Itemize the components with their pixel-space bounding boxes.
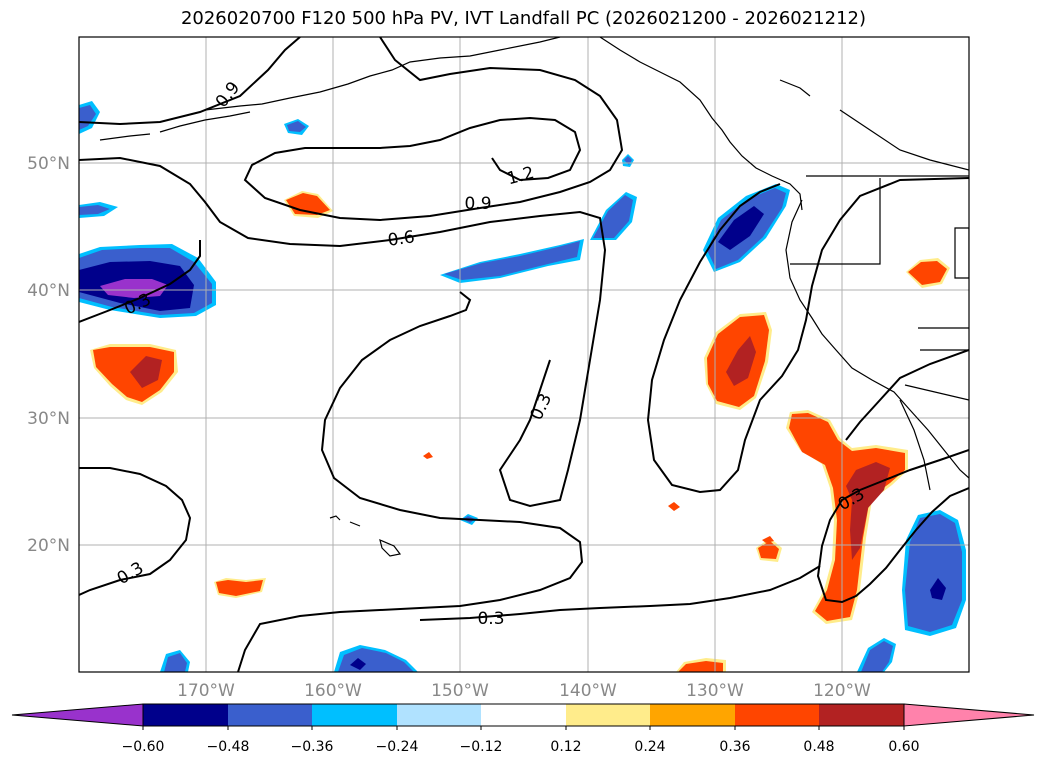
- colorbar-cell: [481, 704, 566, 726]
- colorbar-tick-label: −0.60: [122, 739, 165, 755]
- coastlines: [99, 37, 969, 557]
- contour-label: 0.9: [212, 78, 244, 112]
- colorbar-cell: [397, 704, 481, 726]
- colorbar-cell: [650, 704, 735, 726]
- colorbar-cell: [735, 704, 819, 726]
- colorbar-frame: [142, 703, 905, 727]
- colorbar: −0.60 −0.48 −0.36 −0.24 −0.12 0.12 0.24 …: [11, 703, 1035, 755]
- colorbar-cell: [819, 704, 904, 726]
- lat-label-50n: 50°N: [27, 154, 70, 174]
- contour-label: 0.9: [464, 194, 491, 214]
- pv-contours: [79, 37, 969, 672]
- colorbar-cell: [312, 704, 397, 726]
- colorbar-tick-label: −0.24: [376, 739, 419, 755]
- lon-label-140w: 140°W: [559, 681, 617, 701]
- negative-anomaly-shading: [79, 101, 966, 672]
- colorbar-tick-label: −0.36: [291, 739, 334, 755]
- colorbar-cell: [228, 704, 312, 726]
- colorbar-tick-label: 0.60: [888, 739, 919, 755]
- lon-label-170w: 170°W: [177, 681, 235, 701]
- colorbar-tick-label: 0.36: [719, 739, 750, 755]
- map-gridlines: [79, 37, 969, 672]
- latitude-labels: 20°N 30°N 40°N 50°N: [27, 154, 70, 556]
- colorbar-cells: [11, 703, 1035, 730]
- lon-label-120w: 120°W: [813, 681, 871, 701]
- colorbar-tick-label: −0.12: [460, 739, 503, 755]
- lat-label-20n: 20°N: [27, 536, 70, 556]
- colorbar-extend-low: [11, 703, 144, 727]
- map-frame: [78, 36, 970, 673]
- colorbar-ticks: −0.60 −0.48 −0.36 −0.24 −0.12 0.12 0.24 …: [122, 739, 920, 755]
- lon-label-160w: 160°W: [304, 681, 362, 701]
- lat-label-30n: 30°N: [27, 409, 70, 429]
- colorbar-tick-label: 0.12: [550, 739, 581, 755]
- colorbar-tick-label: −0.48: [207, 739, 250, 755]
- colorbar-extend-high: [903, 703, 1035, 727]
- longitude-labels: 170°W 160°W 150°W 140°W 130°W 120°W: [177, 681, 871, 701]
- positive-anomaly-shading: [90, 191, 950, 672]
- map-area: 0.9 1.2 0.9 0.6 0.3 0.3 0.3 0.3 0.3: [79, 37, 969, 672]
- colorbar-tick-label: 0.24: [634, 739, 665, 755]
- colorbar-tick-label: 0.48: [803, 739, 834, 755]
- contour-label: 1.2: [505, 163, 536, 189]
- contour-label: 0.6: [387, 227, 417, 251]
- contour-label: 0.3: [477, 609, 504, 629]
- lon-label-130w: 130°W: [686, 681, 744, 701]
- lat-label-40n: 40°N: [27, 281, 70, 301]
- colorbar-cell: [143, 704, 228, 726]
- contour-label: 0.3: [114, 558, 147, 589]
- lon-label-150w: 150°W: [431, 681, 489, 701]
- map-title: 2026020700 F120 500 hPa PV, IVT Landfall…: [180, 8, 867, 29]
- colorbar-cell: [566, 704, 650, 726]
